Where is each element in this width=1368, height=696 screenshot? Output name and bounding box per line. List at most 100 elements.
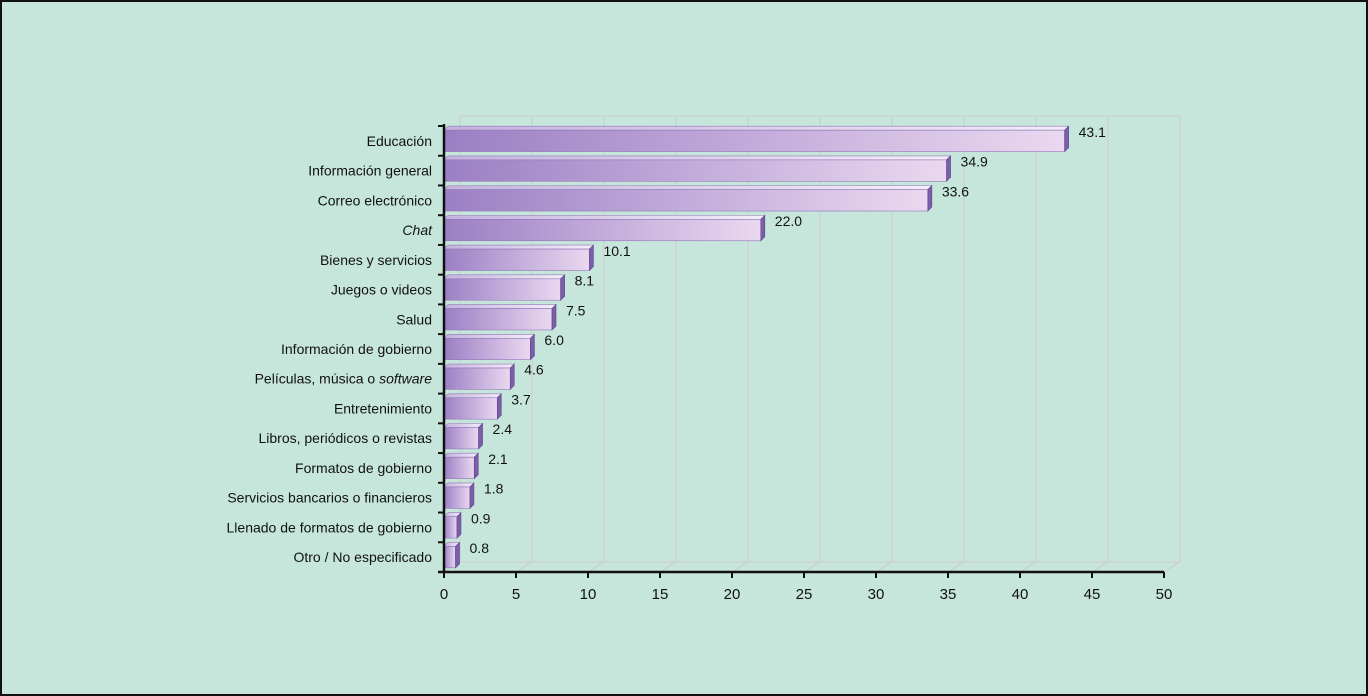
category-label: Llenado de formatos de gobierno <box>227 519 433 535</box>
bar-end-cap <box>455 541 460 569</box>
x-tick-label: 50 <box>1156 586 1173 603</box>
data-label: 4.6 <box>524 362 544 378</box>
bar-top-face <box>443 333 536 339</box>
bar-end-cap <box>509 363 515 391</box>
bar <box>443 274 566 301</box>
bar-front-face <box>443 397 498 420</box>
bar-top-face <box>443 452 479 458</box>
labels: 43.1 Educación 34.9 Información general 33.6… <box>227 124 1173 603</box>
bar-front-face <box>443 427 479 450</box>
bar-top-face <box>443 363 515 369</box>
bar-end-cap <box>589 244 594 272</box>
floor-gridline <box>587 561 605 573</box>
bars <box>443 125 1070 569</box>
bar-end-cap <box>469 482 475 510</box>
bar <box>443 244 595 272</box>
data-label: 2.1 <box>488 451 508 467</box>
bar <box>443 452 479 480</box>
bar <box>443 511 462 539</box>
bar-top-face <box>443 125 1070 131</box>
x-tick-label: 10 <box>580 586 597 603</box>
x-tick-label: 25 <box>796 586 813 603</box>
bar-top-face <box>443 215 766 220</box>
data-label: 6.0 <box>544 332 564 348</box>
category-label: Otro / No especificado <box>293 549 432 565</box>
floor-gridline <box>1091 561 1109 573</box>
floor-gridline <box>1163 561 1181 573</box>
bar-front-face <box>443 248 590 271</box>
bar-top-face <box>443 393 503 399</box>
bar-end-cap <box>946 155 951 183</box>
bar-end-cap <box>551 303 557 331</box>
bar <box>443 422 484 450</box>
category-label: Salud <box>396 311 432 327</box>
floor-gridline <box>1019 561 1037 573</box>
bar-front-face <box>443 337 531 361</box>
x-tick-label: 15 <box>652 586 669 603</box>
data-label: 7.5 <box>566 302 586 318</box>
bar-end-cap <box>927 184 933 212</box>
bar-end-cap <box>760 214 766 242</box>
bar <box>443 482 475 510</box>
bar-front-face <box>443 159 947 182</box>
data-label: 10.1 <box>603 243 630 259</box>
data-label: 22.0 <box>775 213 802 229</box>
floor-gridline <box>947 561 965 573</box>
category-label: Formatos de gobierno <box>295 460 432 476</box>
bar-front-face <box>443 516 458 539</box>
bar-end-cap <box>1064 125 1069 153</box>
bar-end-cap <box>478 422 483 450</box>
bar <box>443 303 557 331</box>
category-label: Chat <box>402 222 433 238</box>
bar-end-cap <box>560 274 565 301</box>
x-tick-label: 5 <box>512 586 520 603</box>
x-tick-label: 45 <box>1084 586 1101 603</box>
data-label: 34.9 <box>961 154 988 170</box>
category-label: Juegos o videos <box>331 282 432 298</box>
category-label: Información general <box>308 163 432 179</box>
bar-front-face <box>443 546 456 569</box>
bar-end-cap <box>473 452 479 480</box>
data-label: 8.1 <box>575 273 595 289</box>
data-label: 2.4 <box>493 421 513 437</box>
category-label: Correo electrónico <box>318 192 433 208</box>
category-label: Información de gobierno <box>281 341 432 357</box>
bar-front-face <box>443 219 762 242</box>
bar-front-face <box>443 486 471 509</box>
x-tick-label: 35 <box>940 586 957 603</box>
category-label: Servicios bancarios o financieros <box>227 490 432 506</box>
bar-front-face <box>443 129 1065 152</box>
x-tick-label: 20 <box>724 586 741 603</box>
category-label: Libros, periódicos o revistas <box>258 430 432 446</box>
x-tick-label: 30 <box>868 586 885 603</box>
category-label: Entretenimiento <box>334 400 432 416</box>
axes <box>438 124 1165 578</box>
bar-top-face <box>443 185 933 190</box>
bar-front-face <box>443 456 475 479</box>
bar-top-face <box>443 274 566 280</box>
floor-gridline <box>731 561 749 573</box>
bar <box>443 333 536 361</box>
bar <box>443 214 766 242</box>
bar-top-face <box>443 155 952 161</box>
bar-top-face <box>443 244 595 250</box>
bar-front-face <box>443 308 553 331</box>
bar <box>443 363 515 391</box>
data-label: 0.8 <box>470 540 490 556</box>
floor-gridline <box>803 561 821 573</box>
bar <box>443 155 952 183</box>
bar-front-face <box>443 189 929 212</box>
category-label: Educación <box>367 133 432 149</box>
bar-end-cap <box>456 511 462 539</box>
bar <box>443 541 461 569</box>
bar-end-cap <box>496 393 502 420</box>
x-tick-label: 40 <box>1012 586 1029 603</box>
floor-gridline <box>659 561 677 573</box>
x-tick-label: 0 <box>440 586 448 603</box>
data-label: 33.6 <box>942 183 969 199</box>
bar-front-face <box>443 367 511 390</box>
bar-front-face <box>443 278 561 301</box>
bar-top-face <box>443 423 484 428</box>
bar-top-face <box>443 304 557 309</box>
